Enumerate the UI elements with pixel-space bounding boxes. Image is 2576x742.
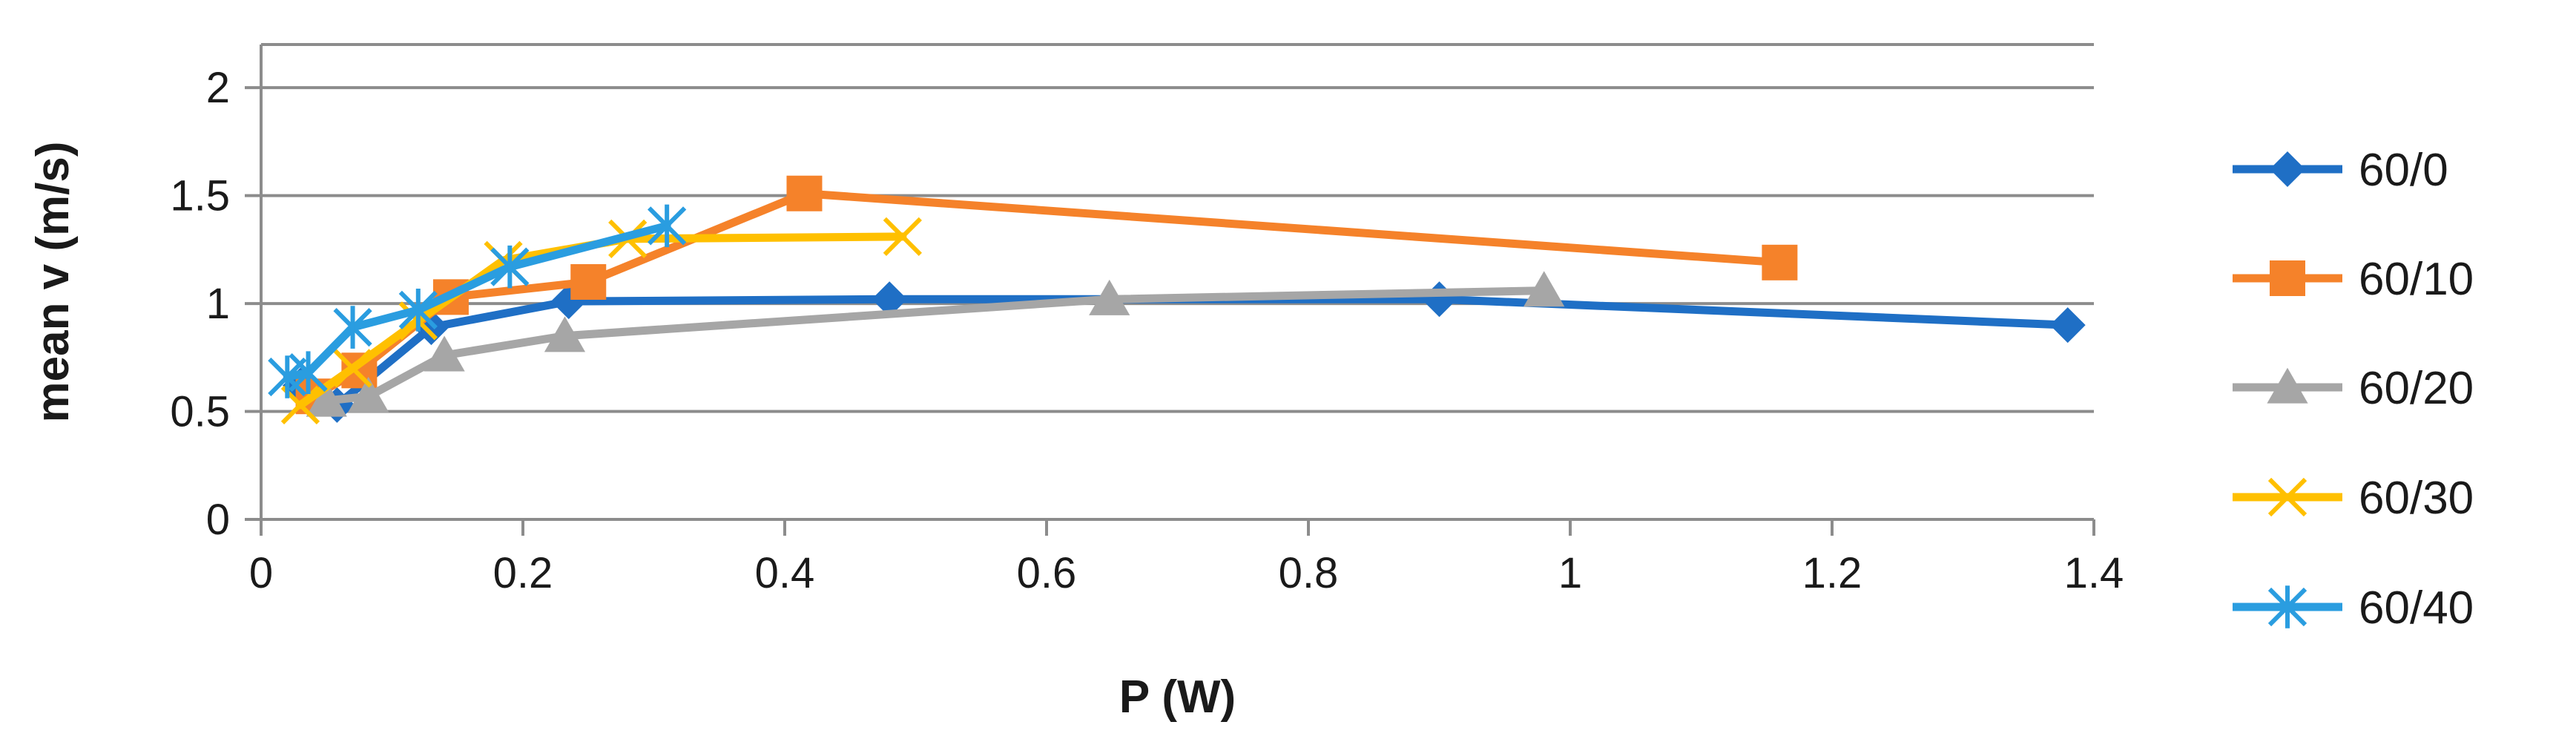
data-point [872, 281, 908, 318]
series-group [268, 175, 2086, 424]
data-point [306, 381, 347, 417]
legend-item: 60/40 [2233, 582, 2474, 634]
x-tick-label: 0 [249, 549, 273, 597]
data-point [424, 335, 465, 372]
y-tick-label: 2 [206, 64, 230, 112]
legend-label: 60/30 [2359, 473, 2474, 524]
series-60-10 [295, 175, 1798, 415]
legend-label: 60/10 [2359, 254, 2474, 305]
legend-item: 60/30 [2233, 473, 2474, 524]
legend-item: 60/10 [2233, 254, 2474, 305]
series-line [309, 189, 1784, 401]
data-point [1523, 271, 1565, 307]
legend-label: 60/0 [2359, 145, 2448, 196]
data-point [2049, 307, 2086, 344]
data-point [544, 316, 586, 352]
legend-swatch-marker [2270, 151, 2305, 187]
x-tick-label: 0.6 [1017, 549, 1077, 597]
marker-stroke [883, 217, 922, 257]
legend-swatch-marker [2267, 367, 2308, 404]
data-point [289, 351, 328, 394]
x-tick-label: 0.2 [493, 549, 553, 597]
gridlines [261, 43, 2094, 413]
data-point [333, 306, 372, 349]
data-point [1762, 244, 1798, 280]
data-point [1421, 281, 1457, 318]
data-point [348, 376, 389, 413]
x-tick-label: 1.2 [1802, 549, 1862, 597]
legend-item: 60/20 [2233, 363, 2474, 414]
marker-stroke [280, 385, 320, 424]
legend-item: 60/0 [2233, 145, 2448, 196]
y-tick-label: 0 [206, 496, 230, 544]
data-point [398, 289, 438, 332]
data-point [570, 264, 607, 300]
legend: 60/0 60/10 60/20 60/30 60/40 [2233, 145, 2474, 634]
data-point [490, 245, 530, 289]
series-60-40 [268, 204, 687, 398]
legend-swatch-marker [2270, 260, 2305, 296]
marker-stroke [333, 349, 372, 388]
y-tick-label: 1 [206, 280, 230, 328]
legend-label: 60/20 [2359, 363, 2474, 414]
series-60-20 [306, 271, 1565, 417]
y-axis-title: mean v (m/s) [27, 141, 79, 422]
series-line [322, 286, 1549, 405]
data-point [786, 175, 823, 211]
axes: 0 0.5 1 1.5 2 0 0.2 0.4 0.6 0.8 1 1.2 1.4 [170, 45, 2124, 597]
legend-swatch-marker [2267, 477, 2307, 517]
x-tick-label: 1 [1558, 549, 1582, 597]
data-point [883, 217, 922, 257]
x-tick-label: 1.4 [2064, 549, 2124, 597]
data-point [648, 204, 687, 248]
x-tick-label: 0.8 [1279, 549, 1339, 597]
x-tick-label: 0.4 [755, 549, 815, 597]
y-tick-label: 0.5 [170, 388, 230, 436]
legend-label: 60/40 [2359, 582, 2474, 634]
marker-stroke [2267, 477, 2307, 517]
x-axis-title: P (W) [1119, 672, 1236, 723]
y-tick-label: 1.5 [170, 172, 230, 220]
legend-swatch-marker [2267, 585, 2307, 628]
data-point [1089, 279, 1130, 315]
data-point [333, 349, 372, 388]
